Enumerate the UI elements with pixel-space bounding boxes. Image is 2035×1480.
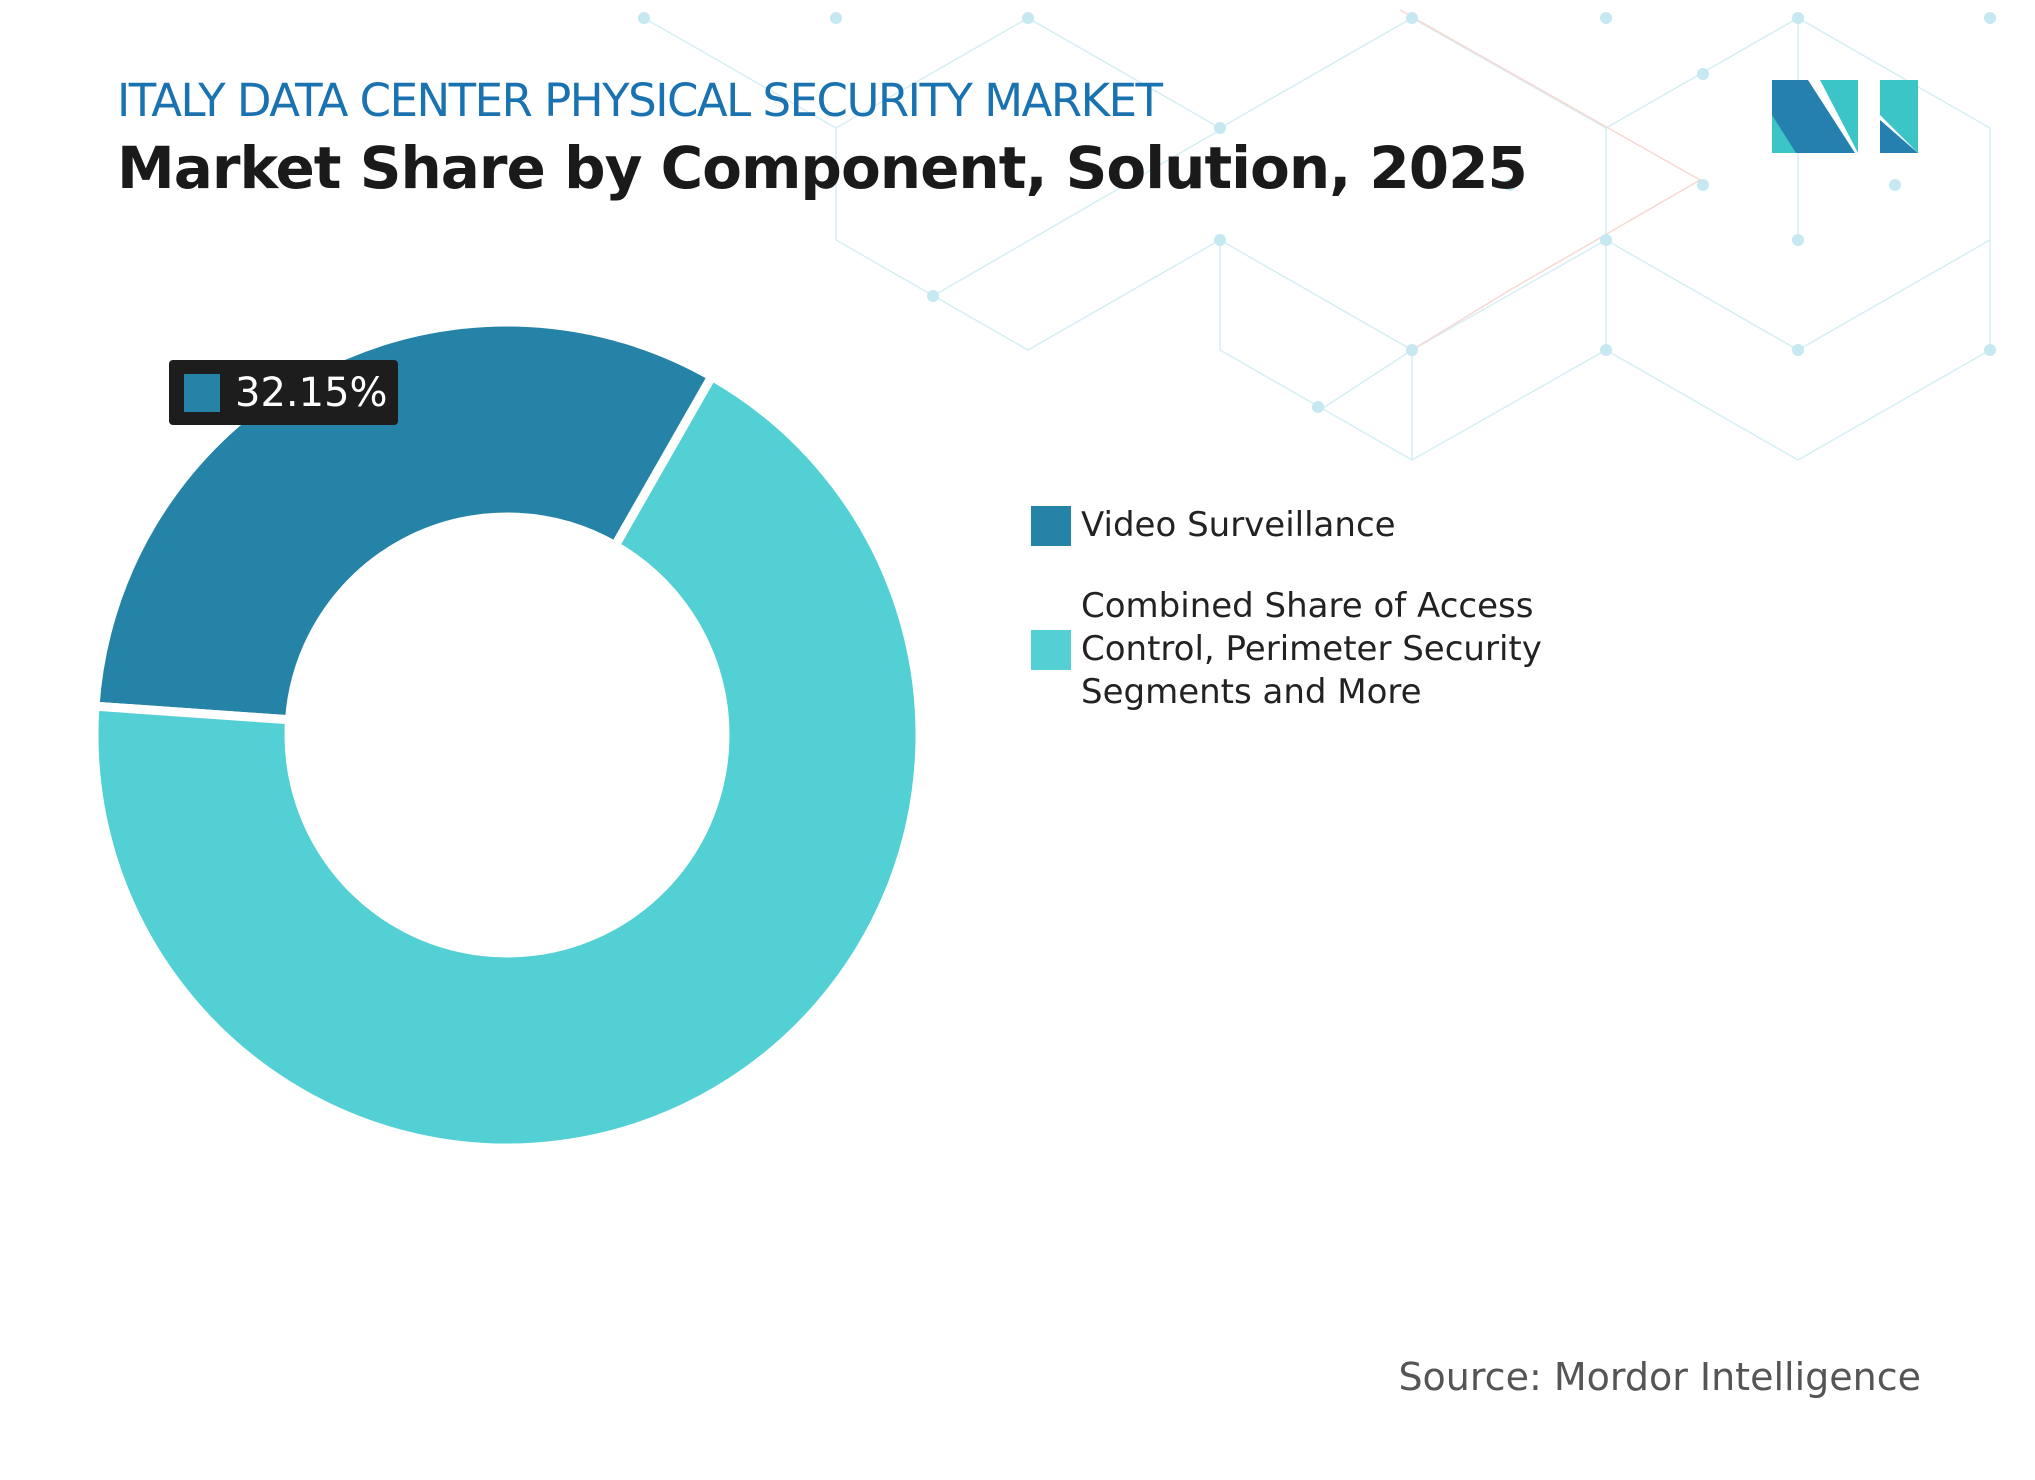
chart-pretitle: ITALY DATA CENTER PHYSICAL SECURITY MARK… [117, 74, 1163, 127]
legend-line: Combined Share of Access [1081, 586, 1534, 626]
label-swatch [184, 373, 220, 412]
source-note: Source: Mordor Intelligence [1398, 1355, 1921, 1399]
legend-label: Combined Share of Access Control, Perime… [1081, 585, 1542, 714]
legend-swatch [1031, 629, 1071, 670]
legend-label: Video Surveillance [1081, 505, 1396, 545]
legend-item-combined-share: Combined Share of Access Control, Perime… [1031, 585, 1542, 714]
data-label-text: 32.15% [235, 369, 388, 416]
mordor-intelligence-logo [1772, 80, 1918, 153]
legend-swatch [1031, 505, 1071, 546]
legend-item-video-surveillance: Video Surveillance [1031, 504, 1396, 547]
legend-line: Control, Perimeter Security [1081, 629, 1542, 669]
donut-slice-1 [89, 370, 925, 1153]
data-label-video-surveillance: 32.15% [169, 360, 398, 425]
legend-line: Segments and More [1081, 672, 1422, 712]
donut-chart [89, 317, 925, 1153]
chart-title: Market Share by Component, Solution, 202… [117, 134, 1528, 202]
